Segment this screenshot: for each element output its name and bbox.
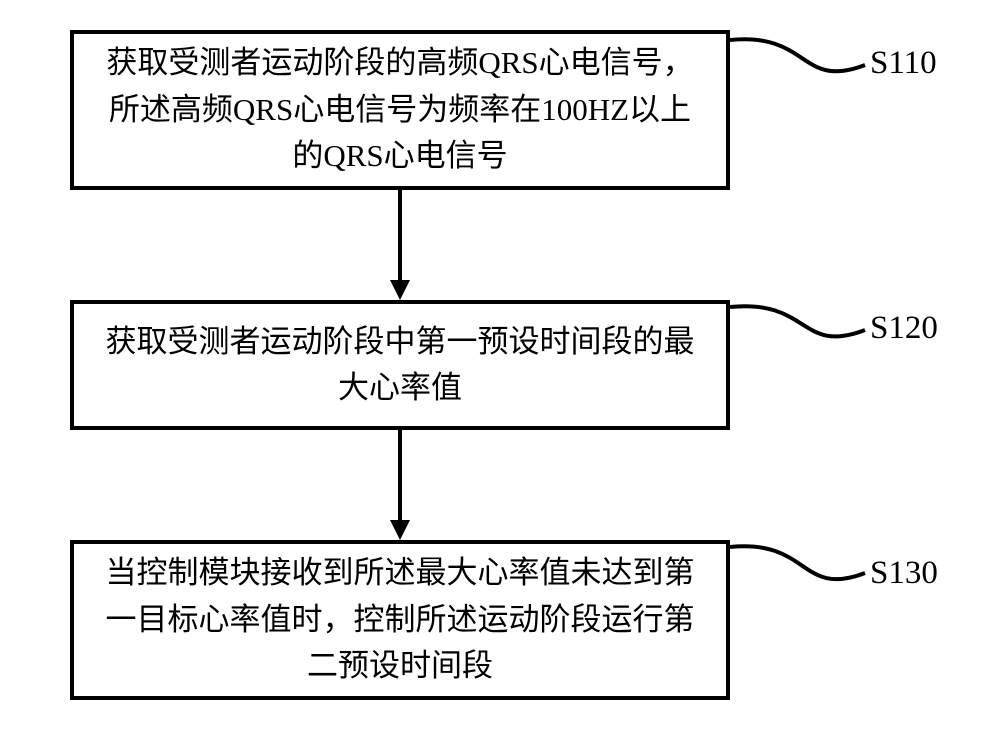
step-label-2: S120: [870, 310, 938, 347]
step-label-1: S110: [870, 45, 937, 82]
flowchart-container: 获取受测者运动阶段的高频QRS心电信号，所述高频QRS心电信号为频率在100HZ…: [0, 0, 1000, 742]
box-3-text: 当控制模块接收到所述最大心率值未达到第一目标心率值时，控制所述运动阶段运行第二预…: [94, 550, 706, 690]
box-2-text: 获取受测者运动阶段中第一预设时间段的最大心率值: [94, 319, 706, 412]
flowchart-box-1: 获取受测者运动阶段的高频QRS心电信号，所述高频QRS心电信号为频率在100HZ…: [70, 30, 730, 190]
box-1-text: 获取受测者运动阶段的高频QRS心电信号，所述高频QRS心电信号为频率在100HZ…: [94, 40, 706, 180]
step-label-3: S130: [870, 555, 938, 592]
flowchart-box-2: 获取受测者运动阶段中第一预设时间段的最大心率值: [70, 300, 730, 430]
flowchart-box-3: 当控制模块接收到所述最大心率值未达到第一目标心率值时，控制所述运动阶段运行第二预…: [70, 540, 730, 700]
